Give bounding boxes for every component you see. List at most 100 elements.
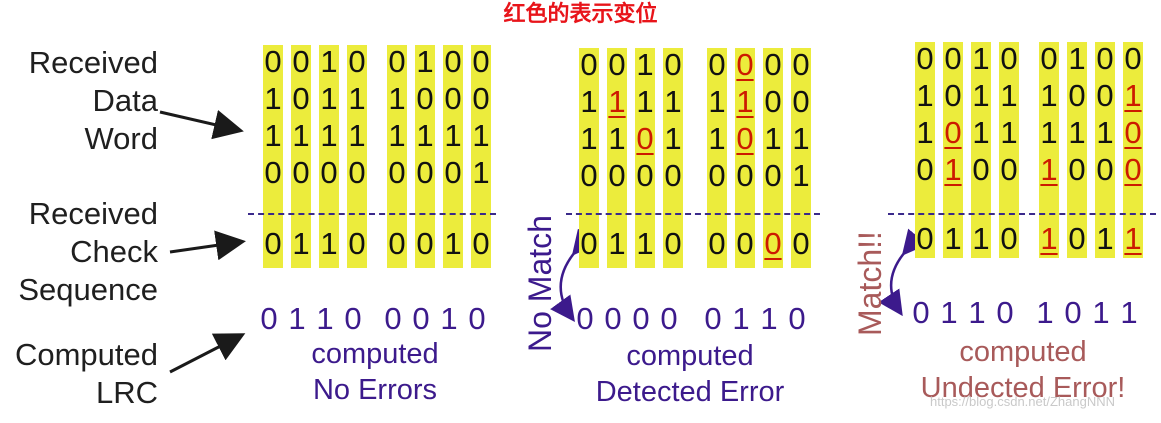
computed-bit: 0 (344, 301, 362, 336)
bit: 1 (348, 118, 366, 153)
label-line: Data (92, 83, 158, 118)
column-highlight (971, 42, 991, 258)
bit: 0 (292, 44, 310, 79)
match-label: Match!! (852, 231, 888, 336)
bit: 0 (1096, 152, 1114, 187)
bit: 1 (1068, 41, 1086, 76)
bit: 1 (348, 81, 366, 116)
column-highlight (263, 45, 283, 268)
bit: 0 (416, 81, 434, 116)
bit: 1 (444, 118, 462, 153)
flipped-bit: 1 (1040, 221, 1058, 256)
bit: 0 (580, 47, 598, 82)
bit: 0 (264, 44, 282, 79)
bit: 1 (580, 84, 598, 119)
bit: 0 (444, 81, 462, 116)
computed-bit: 0 (632, 301, 650, 336)
arrow-computed-lrc (169, 333, 246, 374)
panel-caption: computed Undected Error! (898, 334, 1148, 406)
flipped-bit: 1 (1040, 152, 1058, 187)
caption-line: Undected Error! (920, 372, 1126, 404)
bit: 0 (1000, 41, 1018, 76)
bit: 0 (736, 226, 754, 261)
bit: 0 (792, 84, 810, 119)
bit: 1 (320, 118, 338, 153)
computed-bit: 0 (912, 295, 930, 330)
bit: 1 (764, 121, 782, 156)
caption-line: computed (311, 338, 439, 370)
bit: 1 (792, 121, 810, 156)
label-line: Sequence (18, 272, 158, 307)
label-computed-lrc: Computed LRC (0, 336, 158, 412)
label-received-data-word: Received Data Word (0, 44, 158, 158)
bit: 1 (444, 226, 462, 261)
bit: 1 (636, 84, 654, 119)
bit: 0 (472, 226, 490, 261)
bit: 0 (416, 155, 434, 190)
label-line: LRC (95, 375, 158, 410)
flipped-bit: 0 (636, 121, 654, 156)
bit: 0 (388, 155, 406, 190)
label-line: Received (28, 45, 158, 80)
flipped-bit: 0 (736, 47, 754, 82)
flipped-bit: 1 (736, 84, 754, 119)
bit: 1 (792, 158, 810, 193)
column-highlight (915, 42, 935, 258)
bit: 1 (1000, 78, 1018, 113)
computed-bit: 1 (440, 301, 458, 336)
bit: 0 (1068, 78, 1086, 113)
bit: 1 (972, 115, 990, 150)
bit: 0 (764, 47, 782, 82)
bit: 0 (388, 226, 406, 261)
flipped-bit: 1 (1124, 78, 1142, 113)
caption-line: computed (626, 340, 754, 372)
bit: 1 (636, 47, 654, 82)
bit: 0 (792, 47, 810, 82)
bit: 0 (1096, 78, 1114, 113)
bit: 0 (348, 226, 366, 261)
column-highlight (443, 45, 463, 268)
bit: 0 (664, 47, 682, 82)
computed-bit: 0 (260, 301, 278, 336)
column-highlight (1039, 42, 1059, 258)
bit: 0 (1068, 152, 1086, 187)
bit: 1 (708, 121, 726, 156)
bit: 0 (292, 81, 310, 116)
label-line: Check (70, 234, 158, 269)
panel-caption: computed Detected Error (570, 338, 810, 410)
bit: 1 (264, 118, 282, 153)
arrow-match (878, 228, 928, 317)
computed-bit: 0 (996, 295, 1014, 330)
flipped-bit: 1 (608, 84, 626, 119)
computed-bit: 1 (760, 301, 778, 336)
bit: 0 (1000, 152, 1018, 187)
flipped-bit: 0 (1124, 115, 1142, 150)
computed-bit: 0 (468, 301, 486, 336)
bit: 0 (944, 78, 962, 113)
bit: 0 (764, 158, 782, 193)
column-highlight (999, 42, 1019, 258)
bit: 1 (972, 221, 990, 256)
bit: 0 (1000, 221, 1018, 256)
bit: 0 (416, 226, 434, 261)
bit: 0 (972, 152, 990, 187)
column-highlight (347, 45, 367, 268)
caption-line: computed (959, 336, 1087, 368)
computed-bit: 1 (1036, 295, 1054, 330)
column-highlight (319, 45, 339, 268)
watermark: https://blog.csdn.net/ZhangNNN (930, 394, 1115, 409)
bit: 1 (972, 41, 990, 76)
bit: 0 (580, 158, 598, 193)
column-highlight (471, 45, 491, 268)
bit: 1 (972, 78, 990, 113)
bit: 0 (472, 44, 490, 79)
computed-bit: 0 (704, 301, 722, 336)
arrow-data-word (159, 109, 244, 140)
bit: 1 (320, 226, 338, 261)
bit: 0 (444, 44, 462, 79)
divider-line (566, 213, 820, 215)
arrow-no-match (550, 228, 598, 323)
bit: 0 (348, 155, 366, 190)
column-highlight (291, 45, 311, 268)
bit: 1 (264, 81, 282, 116)
